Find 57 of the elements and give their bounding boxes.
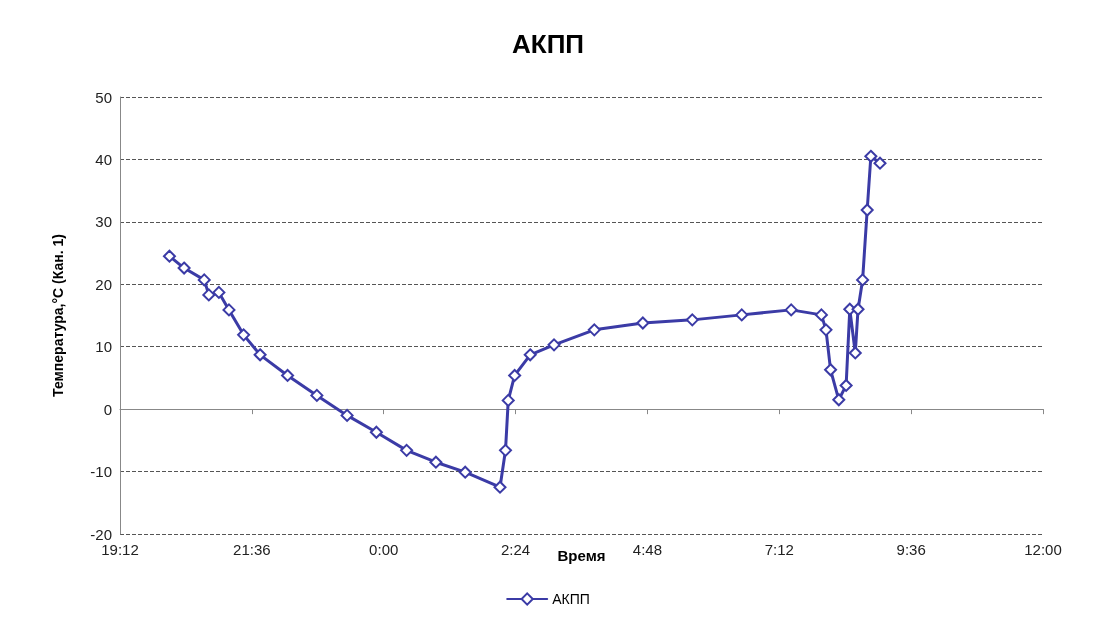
y-axis-title: Температура,°C (Кан. 1) (50, 234, 66, 397)
point (202, 288, 216, 302)
point (819, 323, 833, 337)
point (508, 368, 522, 382)
x-tick-label: 21:36 (233, 541, 271, 558)
point (839, 378, 853, 392)
point (197, 273, 211, 287)
point (162, 249, 176, 263)
point (864, 149, 878, 163)
point (499, 443, 512, 457)
y-tick-label: -20 (90, 525, 112, 543)
point (873, 156, 887, 170)
point (212, 285, 226, 299)
x-axis-title: Время (557, 547, 606, 564)
point (310, 388, 324, 402)
point (493, 480, 507, 494)
point (281, 368, 295, 382)
x-tick-label: 2:24 (500, 541, 531, 558)
point (860, 203, 874, 217)
point (784, 303, 798, 317)
point (429, 455, 443, 469)
chart-title: АКПП (511, 29, 585, 59)
point (832, 393, 846, 407)
point (501, 393, 515, 407)
point (369, 425, 383, 439)
point (237, 328, 251, 342)
y-tick-label: 40 (95, 150, 112, 168)
point (253, 348, 267, 362)
point (685, 313, 699, 327)
y-tick-label: 50 (95, 88, 112, 106)
point (400, 443, 414, 457)
x-tick-label: 12:00 (1024, 541, 1062, 558)
x-tick-label: 7:12 (764, 541, 794, 558)
y-tick-label: 30 (95, 213, 112, 231)
point (848, 346, 862, 360)
x-tick-label: 9:36 (896, 541, 926, 558)
legend-label: АКПП (552, 591, 590, 607)
point (735, 308, 749, 322)
point (458, 465, 472, 479)
y-tick-label: 10 (95, 338, 112, 356)
x-tick-label: 0:00 (369, 541, 399, 558)
point (814, 308, 828, 322)
point (851, 302, 865, 316)
point (222, 303, 236, 317)
x-tick-label: 4:48 (632, 541, 663, 558)
y-tick-label: 0 (103, 400, 112, 418)
y-tick-label: 20 (95, 275, 112, 293)
y-tick-label: -10 (90, 463, 112, 481)
point (587, 323, 601, 337)
point (340, 408, 354, 422)
point (177, 261, 191, 275)
point (856, 273, 870, 287)
point (547, 338, 561, 352)
point (636, 316, 650, 330)
point (824, 363, 838, 377)
x-tick-label: 19:12 (101, 541, 139, 558)
point (523, 348, 537, 362)
